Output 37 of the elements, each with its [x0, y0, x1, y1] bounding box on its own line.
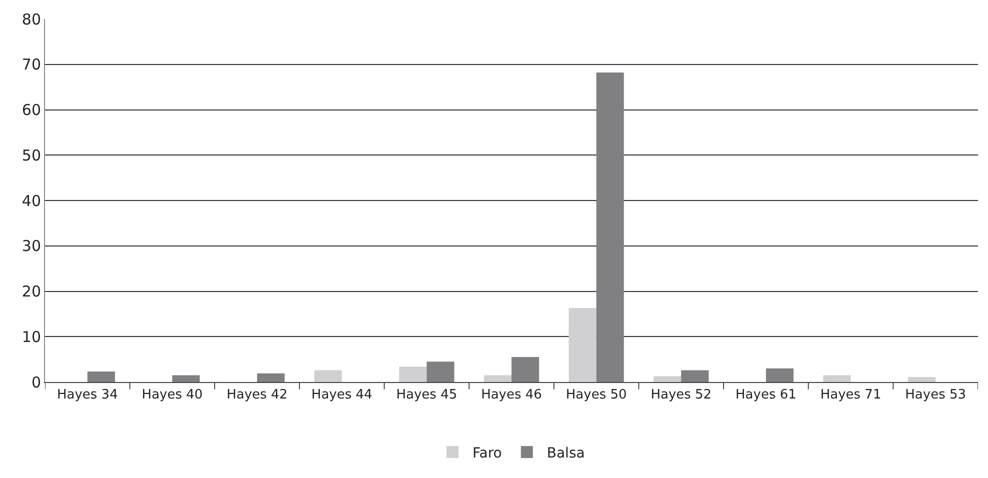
x-tick-label: Hayes 50 [566, 388, 627, 403]
x-tick-label: Hayes 44 [311, 388, 372, 403]
x-tick-label: Hayes 52 [650, 388, 712, 403]
x-tick-label: Hayes 40 [142, 388, 203, 403]
x-tick-label: Hayes 53 [905, 388, 966, 403]
y-tick-label: 10 [22, 328, 41, 346]
bar [681, 370, 709, 382]
x-tick-label: Hayes 46 [481, 388, 542, 403]
y-tick-label: 70 [22, 56, 41, 74]
x-tick-label: Hayes 45 [396, 388, 458, 403]
bar [568, 308, 596, 382]
legend-label: Faro [472, 446, 502, 462]
y-tick-label: 30 [22, 237, 41, 256]
bar [426, 362, 454, 382]
x-tick-label: Hayes 71 [820, 388, 882, 403]
bar [908, 377, 936, 382]
x-tick-label: Hayes 34 [56, 388, 118, 403]
bar [512, 357, 540, 382]
y-tick-label: 20 [22, 282, 41, 300]
bar [399, 366, 427, 382]
x-tick-label: Hayes 42 [226, 388, 288, 403]
bar [172, 375, 200, 382]
y-tick-label: 0 [31, 373, 41, 392]
y-tick-label: 40 [22, 192, 41, 210]
bar [766, 368, 794, 382]
y-tick-label: 60 [22, 101, 41, 119]
bar [823, 375, 851, 382]
legend-label: Balsa [546, 446, 585, 462]
bar [87, 372, 115, 382]
y-tick-label: 80 [22, 10, 41, 28]
bar [484, 375, 512, 382]
bar [654, 376, 682, 382]
bar [257, 373, 285, 382]
bar [596, 72, 624, 382]
y-tick-label: 50 [22, 146, 41, 164]
bar [314, 370, 342, 382]
x-tick-label: Hayes 61 [736, 388, 796, 403]
